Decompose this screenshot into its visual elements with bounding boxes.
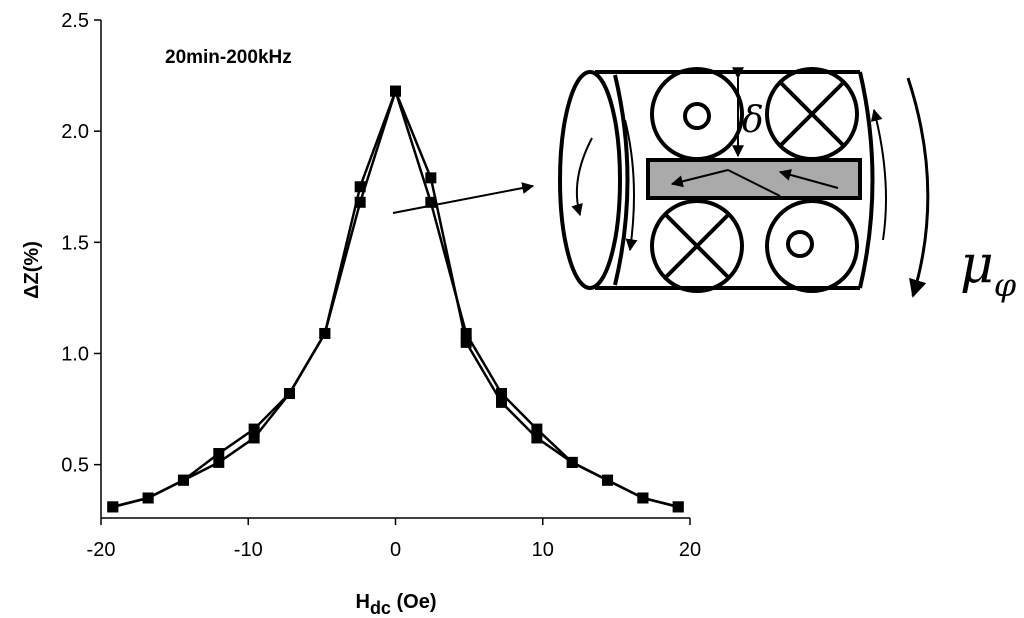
marker	[637, 492, 649, 504]
series-line	[112, 87, 679, 509]
gap-label: δ	[742, 100, 764, 141]
x-tick-label: -20	[87, 539, 116, 561]
marker	[107, 501, 119, 513]
marker	[602, 474, 614, 486]
marker	[496, 396, 508, 408]
cross	[778, 80, 846, 148]
x-label-main: H	[355, 591, 369, 613]
cylinder-left-end	[558, 70, 622, 290]
circular-arrow	[870, 108, 887, 241]
marker	[390, 85, 401, 97]
marker	[354, 196, 366, 208]
y-axis-label: ΔZ(%)	[21, 241, 43, 299]
annotation: 20min-200kHz	[165, 47, 292, 68]
series-line	[112, 87, 679, 509]
circular-arrow	[571, 137, 593, 217]
dot	[786, 230, 814, 258]
phi: φ	[994, 266, 1017, 304]
wire-section	[650, 67, 744, 161]
marker	[425, 172, 437, 184]
circular-field-arrow	[906, 77, 930, 298]
marker	[213, 448, 225, 460]
moment-arrow	[670, 169, 729, 188]
marker	[248, 423, 260, 435]
cylinder-ring	[613, 74, 630, 286]
marker	[531, 423, 543, 435]
moment-arrow	[778, 169, 839, 189]
wire-section	[765, 67, 859, 161]
marker	[460, 336, 472, 348]
wire-section	[650, 199, 744, 293]
x-tick-label: 10	[532, 539, 554, 561]
marker	[319, 327, 331, 339]
cylinder-right-end	[858, 71, 875, 289]
permeability-label: μφ	[960, 235, 1017, 304]
marker	[248, 432, 260, 444]
dot	[683, 102, 711, 130]
y-tick-label: 2.5	[61, 10, 89, 32]
y-tick-label: 0.5	[61, 455, 89, 477]
mu: μ	[960, 235, 994, 295]
x-axis-label: Hdc (Oe)	[355, 591, 436, 618]
marker	[354, 181, 366, 193]
marker	[566, 456, 578, 468]
marker	[496, 388, 508, 399]
marker	[672, 501, 684, 513]
marker	[142, 492, 154, 504]
circular-arrow	[624, 119, 638, 252]
marker	[531, 432, 543, 444]
wire	[646, 158, 862, 200]
domain-wall	[727, 169, 781, 197]
marker	[213, 456, 225, 468]
marker	[425, 196, 437, 208]
x-tick-label: 0	[390, 539, 401, 561]
marker	[283, 388, 295, 399]
x-label-unit: (Oe)	[391, 591, 437, 613]
y-tick-label: 2.0	[61, 121, 89, 143]
marker	[460, 327, 472, 339]
x-tick-label: 20	[679, 539, 701, 561]
marker	[177, 474, 189, 486]
y-tick-label: 1.0	[61, 343, 89, 365]
x-tick-label: -10	[234, 539, 263, 561]
inset-diagram: δ μφ	[392, 67, 1017, 304]
y-tick-label: 1.5	[61, 232, 89, 254]
wire-section	[765, 199, 859, 293]
cross	[663, 212, 731, 280]
x-label-sub: dc	[370, 598, 391, 618]
pointer-arrow	[392, 182, 535, 214]
